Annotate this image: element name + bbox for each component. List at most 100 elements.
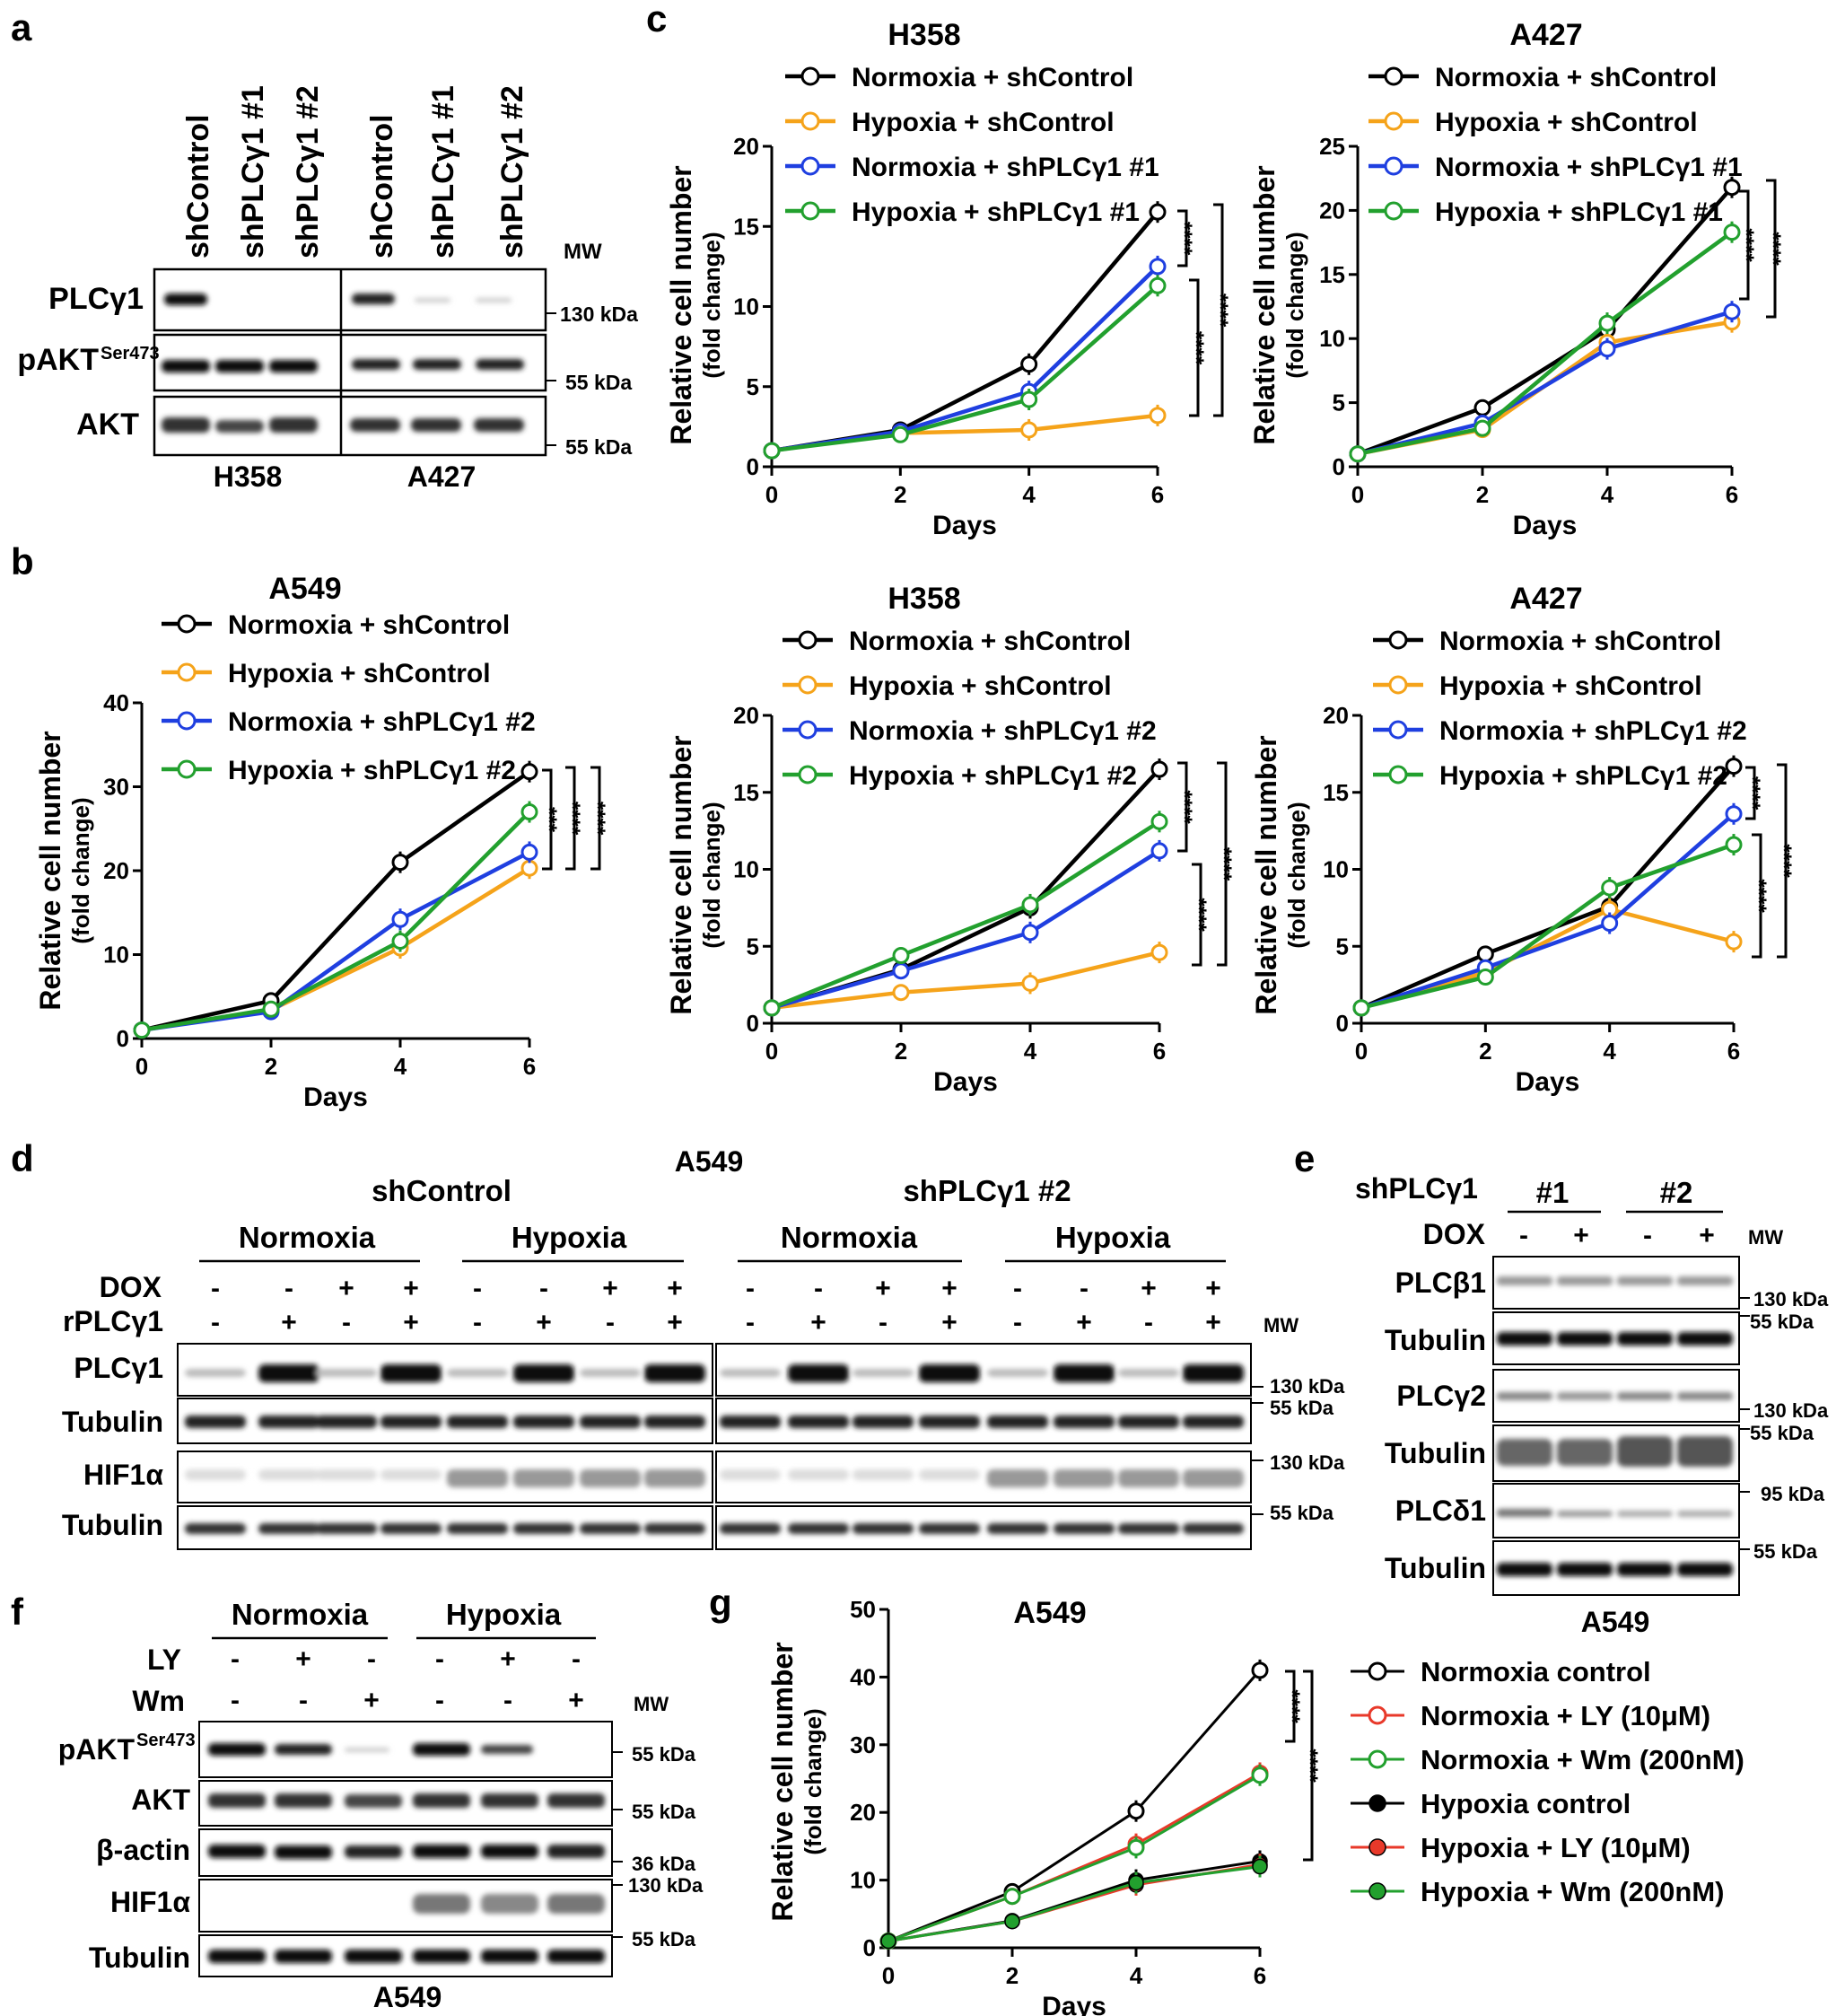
x-tick-label: 6 <box>1254 1962 1266 1989</box>
dox-sign: - <box>1643 1221 1652 1250</box>
y-tick-label: 20 <box>103 857 129 884</box>
y-axis-label: Relative cell number <box>1248 165 1281 444</box>
series-line <box>141 850 531 1032</box>
significance-bracket <box>1739 189 1750 301</box>
band <box>185 1523 246 1534</box>
row-label: pAKT <box>58 1733 136 1766</box>
y-tick-label: 30 <box>103 774 129 801</box>
data-point <box>763 442 781 460</box>
band <box>447 1469 508 1487</box>
x-tick-label: 0 <box>136 1053 148 1080</box>
significance-bracket <box>1752 833 1762 959</box>
panel-label-f: f <box>11 1591 24 1633</box>
legend-marker <box>800 111 820 131</box>
x-tick-label: 6 <box>1153 1038 1166 1065</box>
cell-line-label: A549 <box>1581 1606 1650 1638</box>
data-point <box>1598 314 1616 332</box>
significance-label: **** <box>1186 898 1211 932</box>
band <box>644 1469 705 1487</box>
data-point <box>1149 203 1167 221</box>
data-point <box>1127 1838 1145 1856</box>
row-label: Tubulin <box>89 1941 190 1974</box>
legend-label: Hypoxia + shControl <box>849 671 1112 701</box>
x-axis-label: Days <box>1516 1067 1580 1097</box>
data-point <box>1021 974 1039 992</box>
data-point <box>1476 969 1494 986</box>
legend-marker <box>1384 66 1403 86</box>
data-point <box>891 425 909 443</box>
y-tick-label: 15 <box>733 213 759 240</box>
y-tick-label: 10 <box>1323 856 1349 883</box>
dox-sign: - <box>746 1274 755 1303</box>
y-tick-label: 10 <box>1319 325 1345 352</box>
x-axis-label: Days <box>932 511 997 540</box>
data-point <box>520 763 538 781</box>
band <box>185 1369 246 1377</box>
legend-label: Hypoxia + shPLCγ1 #1 <box>852 197 1140 227</box>
y-tick-label: 5 <box>1336 933 1349 960</box>
lane-label: shPLCγ1 #1 <box>426 85 460 259</box>
mw-marker: 55 kDa <box>1753 1540 1818 1563</box>
dox-sign: - <box>814 1274 823 1303</box>
band <box>447 1369 508 1377</box>
y-axis-sublabel: (fold change) <box>800 1708 826 1854</box>
legend-marker <box>177 614 197 634</box>
blot-e: shPLCγ1 #1 #2 DOX - + - + MW <box>1355 1172 1829 1638</box>
y-tick-label: 5 <box>747 933 759 960</box>
legend-label: Hypoxia + shPLCγ1 #2 <box>228 756 516 785</box>
x-tick-label: 6 <box>1726 481 1738 508</box>
x-tick-label: 2 <box>265 1053 277 1080</box>
chart-b_a549: A549 0 10 20 30 40 0 2 4 6 Days Relative cell numbe… <box>34 572 609 1112</box>
x-tick-label: 2 <box>1006 1962 1019 1989</box>
x-tick-label: 4 <box>1130 1962 1143 1989</box>
legend-marker <box>798 720 818 740</box>
significance-label: **** <box>1746 879 1771 913</box>
significance-label: **** <box>560 802 584 836</box>
band <box>258 1416 319 1428</box>
data-point <box>520 859 538 877</box>
treatment-label: Wm <box>132 1685 185 1717</box>
legend-marker <box>177 662 197 682</box>
y-tick-label: 10 <box>103 942 129 969</box>
legend-label: Normoxia + shPLCγ1 #2 <box>228 707 536 737</box>
x-tick-label: 4 <box>1022 481 1036 508</box>
significance-bracket <box>1745 766 1756 820</box>
band <box>788 1416 849 1428</box>
significance-bracket <box>1177 761 1188 853</box>
dox-sign: - <box>1013 1274 1022 1303</box>
data-point <box>1476 945 1494 963</box>
y-axis-sublabel: (fold change) <box>1281 232 1308 378</box>
chart-title: A549 <box>1013 1596 1086 1630</box>
x-tick-label: 4 <box>1601 481 1614 508</box>
condition-label: Normoxia <box>232 1598 369 1631</box>
legend-marker <box>800 66 820 86</box>
legend-marker <box>798 675 818 695</box>
mw-marker: 55 kDa <box>565 435 632 459</box>
band <box>644 1364 705 1382</box>
significance-label: **** <box>1771 844 1796 878</box>
rplc-sign: + <box>536 1308 552 1337</box>
panel-label-a: a <box>11 6 32 48</box>
band <box>580 1369 641 1377</box>
y-axis-label: Relative cell number <box>766 1642 799 1921</box>
dox-sign: - <box>539 1274 548 1303</box>
legend-marker <box>1368 1794 1386 1812</box>
wm-sign: + <box>568 1686 584 1715</box>
blot-d: A549 shControl shPLCγ1 #2 Normoxia Hypox… <box>62 1145 1345 1550</box>
band <box>380 1523 442 1534</box>
legend-marker <box>798 630 818 650</box>
chart-title: H358 <box>888 18 960 52</box>
band <box>447 1416 508 1428</box>
series-line <box>1360 765 1736 1010</box>
band <box>1118 1469 1179 1487</box>
mw-marker: 36 kDa <box>632 1853 696 1875</box>
legend-label: Normoxia + shPLCγ1 #2 <box>1439 716 1747 746</box>
rplc-sign: + <box>403 1308 419 1337</box>
legend-label: Hypoxia control <box>1421 1788 1631 1819</box>
rplc-sign: - <box>1013 1308 1022 1337</box>
band <box>853 1469 914 1480</box>
mw-marker: 130 kDa <box>560 302 638 326</box>
chart-c_h358: H358 0 5 10 15 20 0 2 4 6 Days Relative cell number… <box>665 18 1232 540</box>
lane-label: shPLCγ1 #2 <box>291 85 325 259</box>
